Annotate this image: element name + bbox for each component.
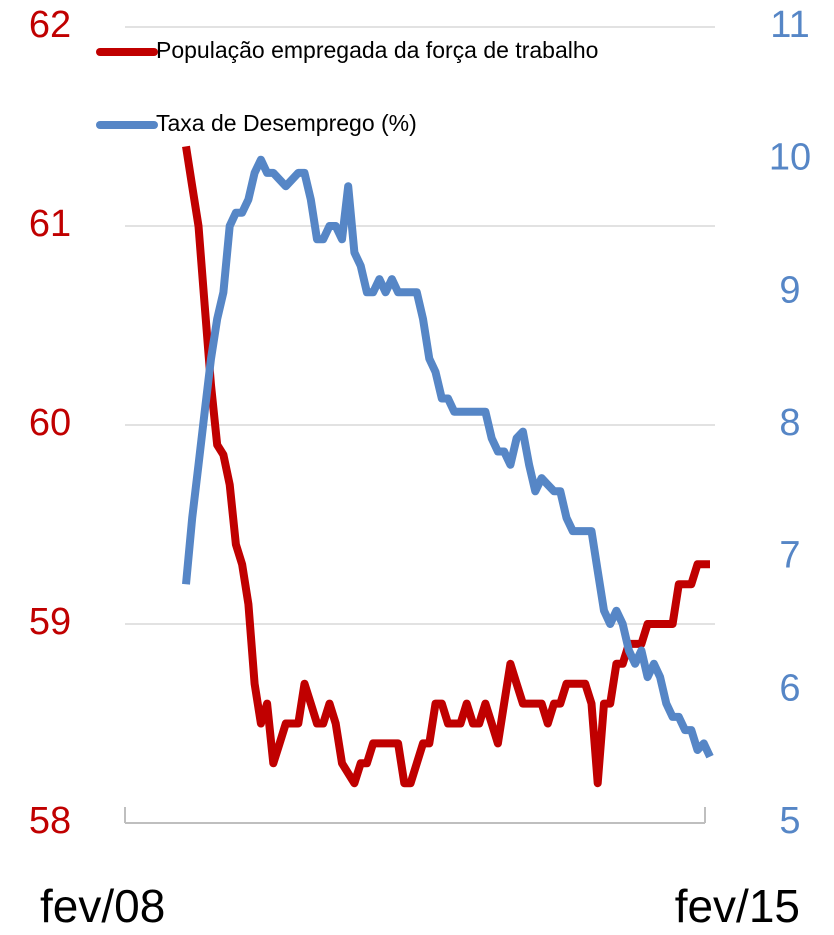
x-tick-label: fev/08 (40, 880, 165, 932)
y-tick-label: 59 (29, 601, 71, 643)
y2-tick-label: 11 (770, 4, 809, 46)
y2-tick-label: 9 (779, 269, 800, 311)
y-tick-label: 60 (29, 402, 71, 444)
y-tick-label: 58 (29, 800, 71, 842)
y2-tick-label: 5 (779, 800, 800, 842)
legend-label: Taxa de Desemprego (%) (156, 110, 417, 136)
series-line (182, 155, 714, 759)
y2-tick-label: 6 (779, 667, 800, 709)
y-tick-label: 61 (29, 203, 71, 245)
y-tick-label: 62 (29, 4, 71, 46)
x-tick-label: fev/15 (675, 880, 800, 932)
series-line (182, 145, 710, 788)
y2-tick-label: 7 (779, 535, 800, 577)
legend-label: População empregada da força de trabalho (156, 37, 598, 63)
y2-tick-label: 8 (779, 402, 800, 444)
y2-tick-label: 10 (769, 137, 811, 179)
